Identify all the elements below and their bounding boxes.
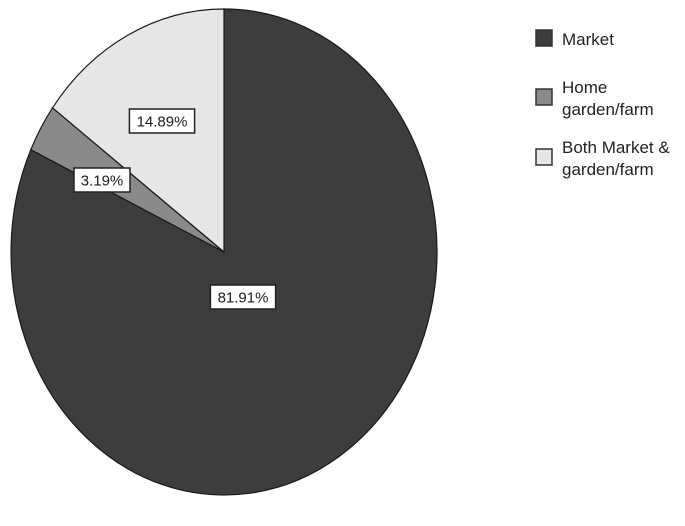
- legend-label: Both Market & garden/farm: [562, 138, 670, 179]
- legend-swatch: [535, 88, 553, 106]
- data-label-text: 81.91%: [218, 290, 269, 307]
- data-label-market: 81.91%: [209, 284, 277, 310]
- legend-swatch: [535, 29, 553, 47]
- data-label-text: 3.19%: [81, 173, 124, 190]
- data-labels: 81.91% 3.19% 14.89%: [73, 108, 277, 310]
- data-label-home-garden-farm: 3.19%: [73, 167, 131, 193]
- legend-item-market: Market: [535, 29, 614, 49]
- legend-swatch: [535, 148, 553, 166]
- data-label-both-market-and-garden-farm: 14.89%: [128, 108, 196, 134]
- legend-item-both-market-and-garden-farm: Both Market & garden/farm: [535, 138, 670, 179]
- pie-slices: [10, 8, 438, 496]
- data-label-box: [73, 167, 131, 193]
- legend-label: Market: [562, 30, 614, 49]
- data-label-box: [128, 108, 196, 134]
- legend-label: Home garden/farm: [562, 78, 654, 119]
- legend-item-home-garden-farm: Home garden/farm: [535, 78, 654, 119]
- data-label-box: [209, 284, 277, 310]
- legend: Market Home garden/farm Both Market & garden…: [535, 29, 670, 179]
- data-label-text: 14.89%: [137, 114, 188, 131]
